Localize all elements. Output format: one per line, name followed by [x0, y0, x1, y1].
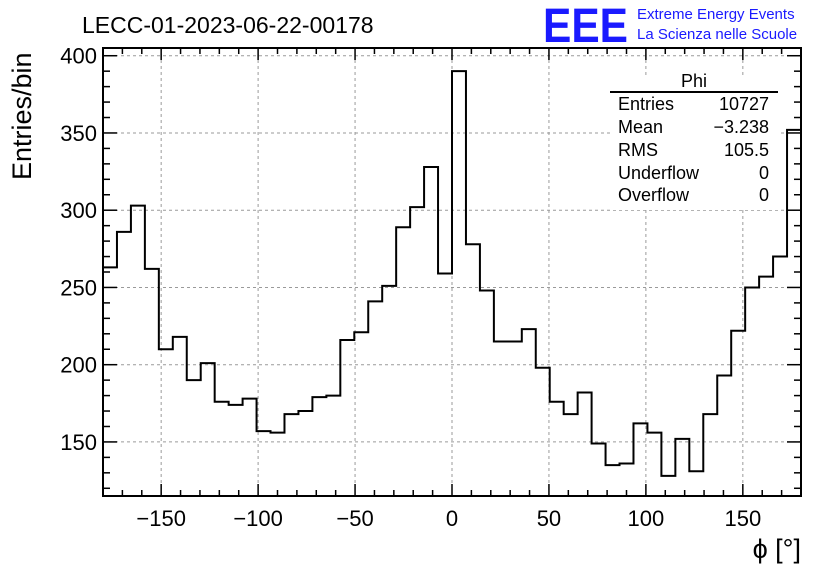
logo-line-2: La Scienza nelle Scuole [637, 26, 797, 43]
stats-label-rms: RMS [618, 140, 658, 160]
stats-label-entries: Entries [618, 94, 674, 114]
x-axis-label: ϕ [°] [753, 534, 801, 564]
eee-logo: EEE Extreme Energy Events La Scienza nel… [543, 0, 797, 53]
x-tick-label: 50 [537, 506, 561, 531]
stats-value-overflow: 0 [759, 185, 769, 205]
x-tick-label: 150 [724, 506, 761, 531]
y-tick-label: 250 [60, 275, 97, 300]
stats-box-title: Phi [681, 71, 707, 91]
stats-value-rms: 105.5 [724, 140, 769, 160]
y-tick-label: 300 [60, 198, 97, 223]
x-tick-label: −150 [136, 506, 186, 531]
plot-frame [102, 47, 802, 497]
y-axis-label: Entries/bin [7, 52, 37, 180]
stats-box: Phi Entries 10727 Mean −3.238 RMS 105.5 … [610, 71, 778, 210]
y-tick-label: 350 [60, 121, 97, 146]
x-tick-label: 0 [446, 506, 458, 531]
stats-label-underflow: Underflow [618, 163, 700, 183]
chart-title: LECC-01-2023-06-22-00178 [82, 12, 374, 38]
stats-label-mean: Mean [618, 117, 663, 137]
y-tick-label: 150 [60, 430, 97, 455]
x-tick-label: 100 [628, 506, 665, 531]
stats-value-entries: 10727 [719, 94, 769, 114]
x-tick-labels: −150 −100 −50 0 50 100 150 [136, 506, 761, 531]
y-tick-label: 400 [60, 44, 97, 69]
x-tick-label: −50 [336, 506, 373, 531]
logo-mark: EEE [543, 0, 628, 53]
histogram-series-line [103, 70, 801, 477]
stats-label-overflow: Overflow [618, 185, 690, 205]
x-tick-label: −100 [233, 506, 283, 531]
stats-box-background [610, 78, 778, 210]
y-tick-label: 200 [60, 353, 97, 378]
y-tick-labels: 150 200 250 300 350 400 [60, 44, 97, 455]
stats-value-mean: −3.238 [713, 117, 769, 137]
logo-line-1: Extreme Energy Events [637, 6, 795, 23]
stats-value-underflow: 0 [759, 163, 769, 183]
